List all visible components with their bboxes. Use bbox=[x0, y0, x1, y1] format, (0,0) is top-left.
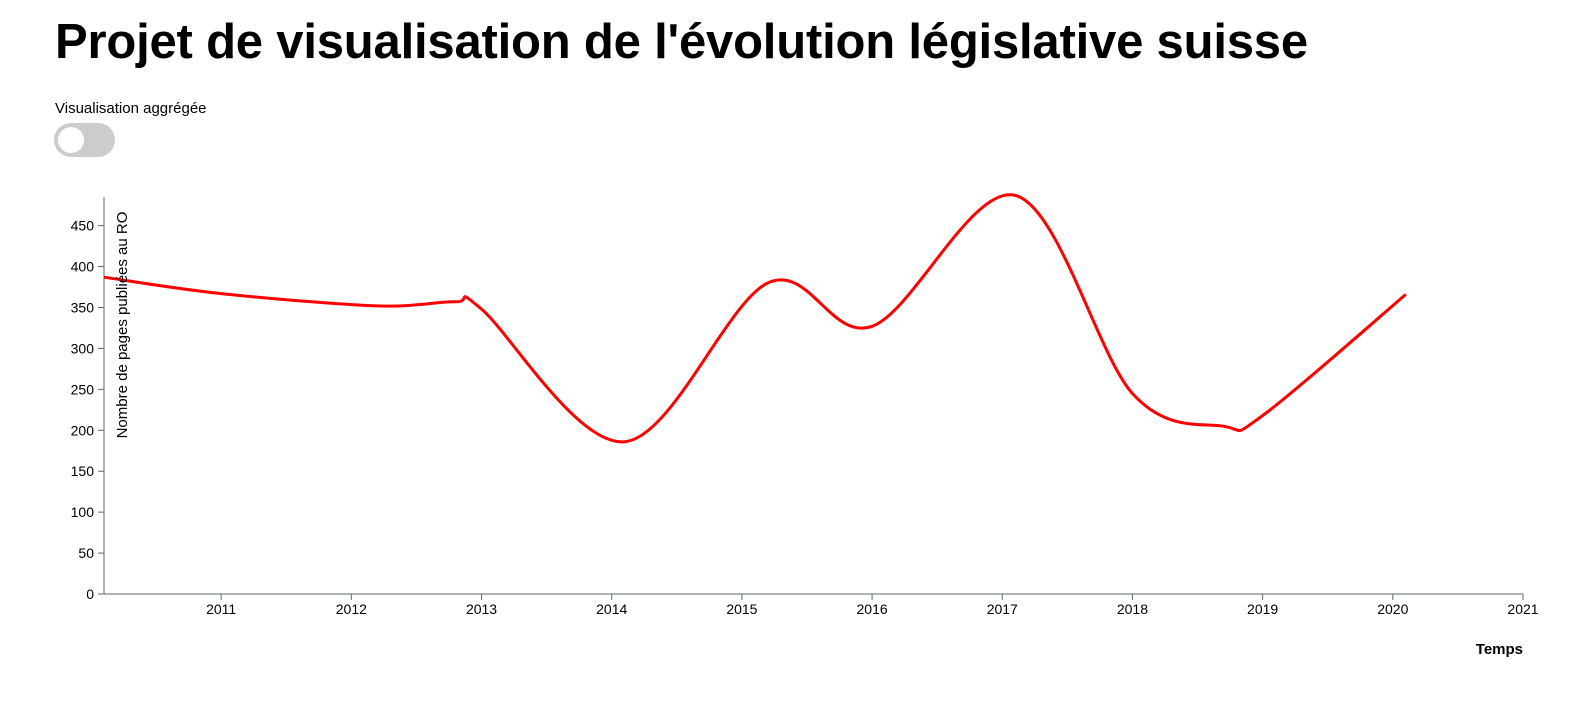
y-axis-title: Nombre de pages publiées au RO bbox=[114, 212, 131, 439]
series-line bbox=[103, 193, 1407, 444]
x-tick-label: 2015 bbox=[726, 601, 757, 617]
aggregated-view-label: Visualisation aggrégée bbox=[55, 100, 207, 117]
y-tick-label: 300 bbox=[71, 340, 95, 356]
x-tick-label: 2019 bbox=[1247, 601, 1278, 617]
x-tick-label: 2021 bbox=[1507, 601, 1538, 617]
toggle-knob bbox=[58, 127, 84, 153]
x-tick-label: 2011 bbox=[206, 601, 236, 617]
y-tick-label: 400 bbox=[71, 259, 95, 275]
y-axis: 0 50 100 150 200 250 300 350 400 450 bbox=[71, 197, 105, 602]
aggregated-view-toggle[interactable] bbox=[54, 123, 115, 157]
y-tick-label: 250 bbox=[71, 381, 95, 397]
y-tick-label: 0 bbox=[86, 586, 94, 602]
x-tick-label: 2012 bbox=[336, 601, 367, 617]
x-axis-title: Temps bbox=[1476, 641, 1523, 658]
x-tick-label: 2016 bbox=[857, 601, 888, 617]
page-title: Projet de visualisation de l'évolution l… bbox=[55, 15, 1308, 69]
y-tick-label: 150 bbox=[71, 463, 95, 479]
y-tick-label: 50 bbox=[78, 545, 94, 561]
y-tick-label: 100 bbox=[71, 504, 95, 520]
x-tick-label: 2013 bbox=[466, 601, 497, 617]
y-tick-label: 200 bbox=[71, 422, 95, 438]
y-tick-label: 450 bbox=[71, 218, 95, 234]
x-tick-label: 2018 bbox=[1117, 601, 1148, 617]
y-tick-label: 350 bbox=[71, 300, 95, 316]
x-tick-label: 2020 bbox=[1377, 601, 1408, 617]
x-tick-label: 2014 bbox=[596, 601, 627, 617]
x-axis: 2011 2012 2013 2014 2015 2016 2017 2018 2019 2020… bbox=[104, 593, 1539, 617]
x-tick-label: 2017 bbox=[987, 601, 1018, 617]
